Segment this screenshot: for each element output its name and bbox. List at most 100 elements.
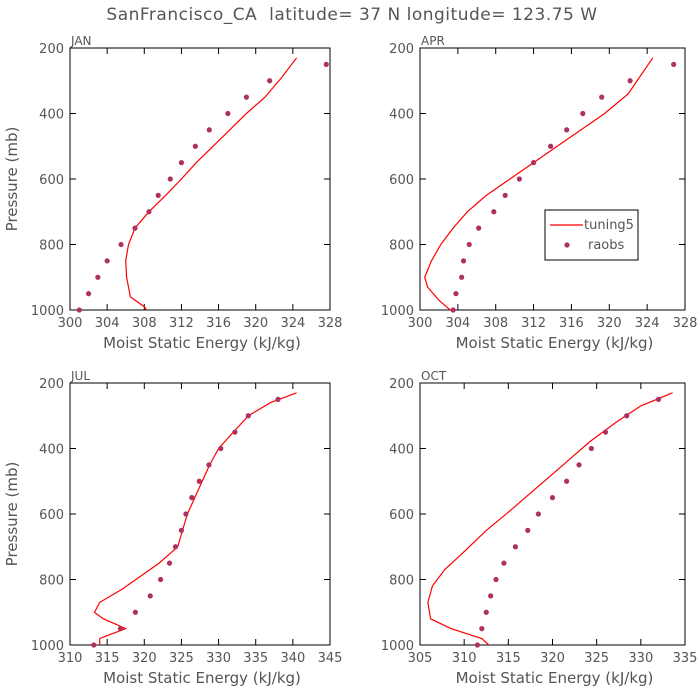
x-tick-label: 308 <box>483 316 508 331</box>
y-axis-label: Pressure (mb) <box>3 462 21 567</box>
model-line-tuning5 <box>424 57 654 310</box>
x-tick-label: 325 <box>584 651 609 666</box>
model-line-tuning5 <box>427 392 673 645</box>
y-tick-label: 200 <box>389 42 414 57</box>
x-tick-label: 320 <box>597 316 622 331</box>
obs-point <box>512 544 519 550</box>
obs-point <box>549 495 556 501</box>
obs-point <box>218 445 224 452</box>
obs-point <box>564 127 570 133</box>
obs-point <box>474 642 481 648</box>
obs-point <box>158 576 164 583</box>
y-tick-label: 200 <box>39 377 64 392</box>
panel-label: APR <box>421 34 445 48</box>
obs-point <box>192 143 198 149</box>
x-tick-label: 316 <box>206 316 231 331</box>
obs-point <box>167 176 173 182</box>
obs-point <box>76 307 82 313</box>
obs-point <box>245 413 251 419</box>
obs-point <box>576 462 582 468</box>
x-tick-label: 335 <box>243 651 268 666</box>
obs-point <box>548 143 554 149</box>
x-axis-label: Moist Static Energy (kJ/kg) <box>456 334 654 352</box>
legend: tuning5 raobs <box>544 209 639 261</box>
obs-point <box>491 209 497 215</box>
obs-point <box>146 209 152 215</box>
y-tick-label: 400 <box>389 108 414 123</box>
x-tick-label: 315 <box>496 651 521 666</box>
plot-frame <box>419 382 686 646</box>
obs-point <box>196 478 202 484</box>
x-tick-label: 320 <box>132 651 157 666</box>
legend-model-label: tuning5 <box>584 218 634 233</box>
obs-point <box>178 527 185 533</box>
x-tick-label: 312 <box>169 316 194 331</box>
panel-label: OCT <box>421 369 447 383</box>
obs-point <box>525 527 531 533</box>
y-tick-label: 1000 <box>381 639 414 654</box>
obs-point <box>580 110 586 117</box>
obs-point <box>183 511 189 517</box>
obs-point <box>602 429 609 435</box>
obs-point <box>488 593 494 599</box>
x-tick-label: 308 <box>132 316 157 331</box>
obs-point <box>85 291 92 297</box>
y-tick-label: 800 <box>389 574 414 589</box>
y-tick-label: 200 <box>389 377 414 392</box>
x-tick-label: 340 <box>280 651 305 666</box>
y-tick-label: 1000 <box>31 639 64 654</box>
obs-point <box>535 511 541 517</box>
y-tick-label: 400 <box>39 108 64 123</box>
x-tick-label: 310 <box>58 651 83 666</box>
x-axis-label: Moist Static Energy (kJ/kg) <box>103 669 301 687</box>
obs-point <box>655 396 662 402</box>
obs-point <box>479 626 485 632</box>
y-axis-label: Pressure (mb) <box>3 127 21 232</box>
panel-jul: JUL 310 315 320 325 330 335 340 345 200 400 600 800 1… <box>3 369 342 687</box>
x-tick-label: 320 <box>243 316 268 331</box>
x-tick-label: 310 <box>452 651 477 666</box>
obs-point <box>91 642 97 648</box>
x-tick-label: 304 <box>445 316 470 331</box>
x-tick-label: 328 <box>673 316 698 331</box>
obs-point <box>243 94 250 100</box>
model-line-tuning5 <box>93 392 297 645</box>
y-tick-label: 400 <box>39 443 64 458</box>
x-tick-label: 305 <box>408 651 433 666</box>
x-tick-label: 300 <box>58 316 83 331</box>
model-line-tuning5 <box>125 57 298 310</box>
legend-marker-swatch <box>564 242 570 248</box>
x-tick-label: 328 <box>318 316 343 331</box>
y-tick-label: 400 <box>389 443 414 458</box>
obs-point <box>104 258 110 264</box>
x-tick-label: 330 <box>628 651 653 666</box>
legend-box <box>544 209 639 261</box>
y-tick-label: 600 <box>39 508 64 523</box>
obs-point <box>459 274 465 280</box>
plot-frame <box>419 47 686 311</box>
obs-point <box>516 176 522 182</box>
y-tick-label: 600 <box>39 173 64 188</box>
x-tick-label: 345 <box>318 651 343 666</box>
obs-point <box>450 307 456 313</box>
obs-point <box>599 94 605 100</box>
plot-frame <box>69 382 331 646</box>
obs-point <box>624 413 630 419</box>
obs-point <box>501 560 507 566</box>
obs-point <box>671 61 677 67</box>
panel-jan: JAN 300 304 308 312 316 320 324 328 200 400 600 800 1… <box>3 34 342 352</box>
obs-point <box>466 241 472 248</box>
obs-point <box>493 576 499 583</box>
obs-point <box>132 225 138 231</box>
y-tick-label: 800 <box>39 574 64 589</box>
obs-point <box>172 544 179 550</box>
x-tick-label: 324 <box>635 316 660 331</box>
panel-label: JAN <box>70 34 92 48</box>
x-axis-label: Moist Static Energy (kJ/kg) <box>103 334 301 352</box>
obs-point <box>155 192 161 198</box>
obs-point <box>206 462 212 468</box>
obs-point <box>132 609 138 615</box>
obs-point <box>147 593 153 599</box>
obs-point <box>206 127 212 133</box>
